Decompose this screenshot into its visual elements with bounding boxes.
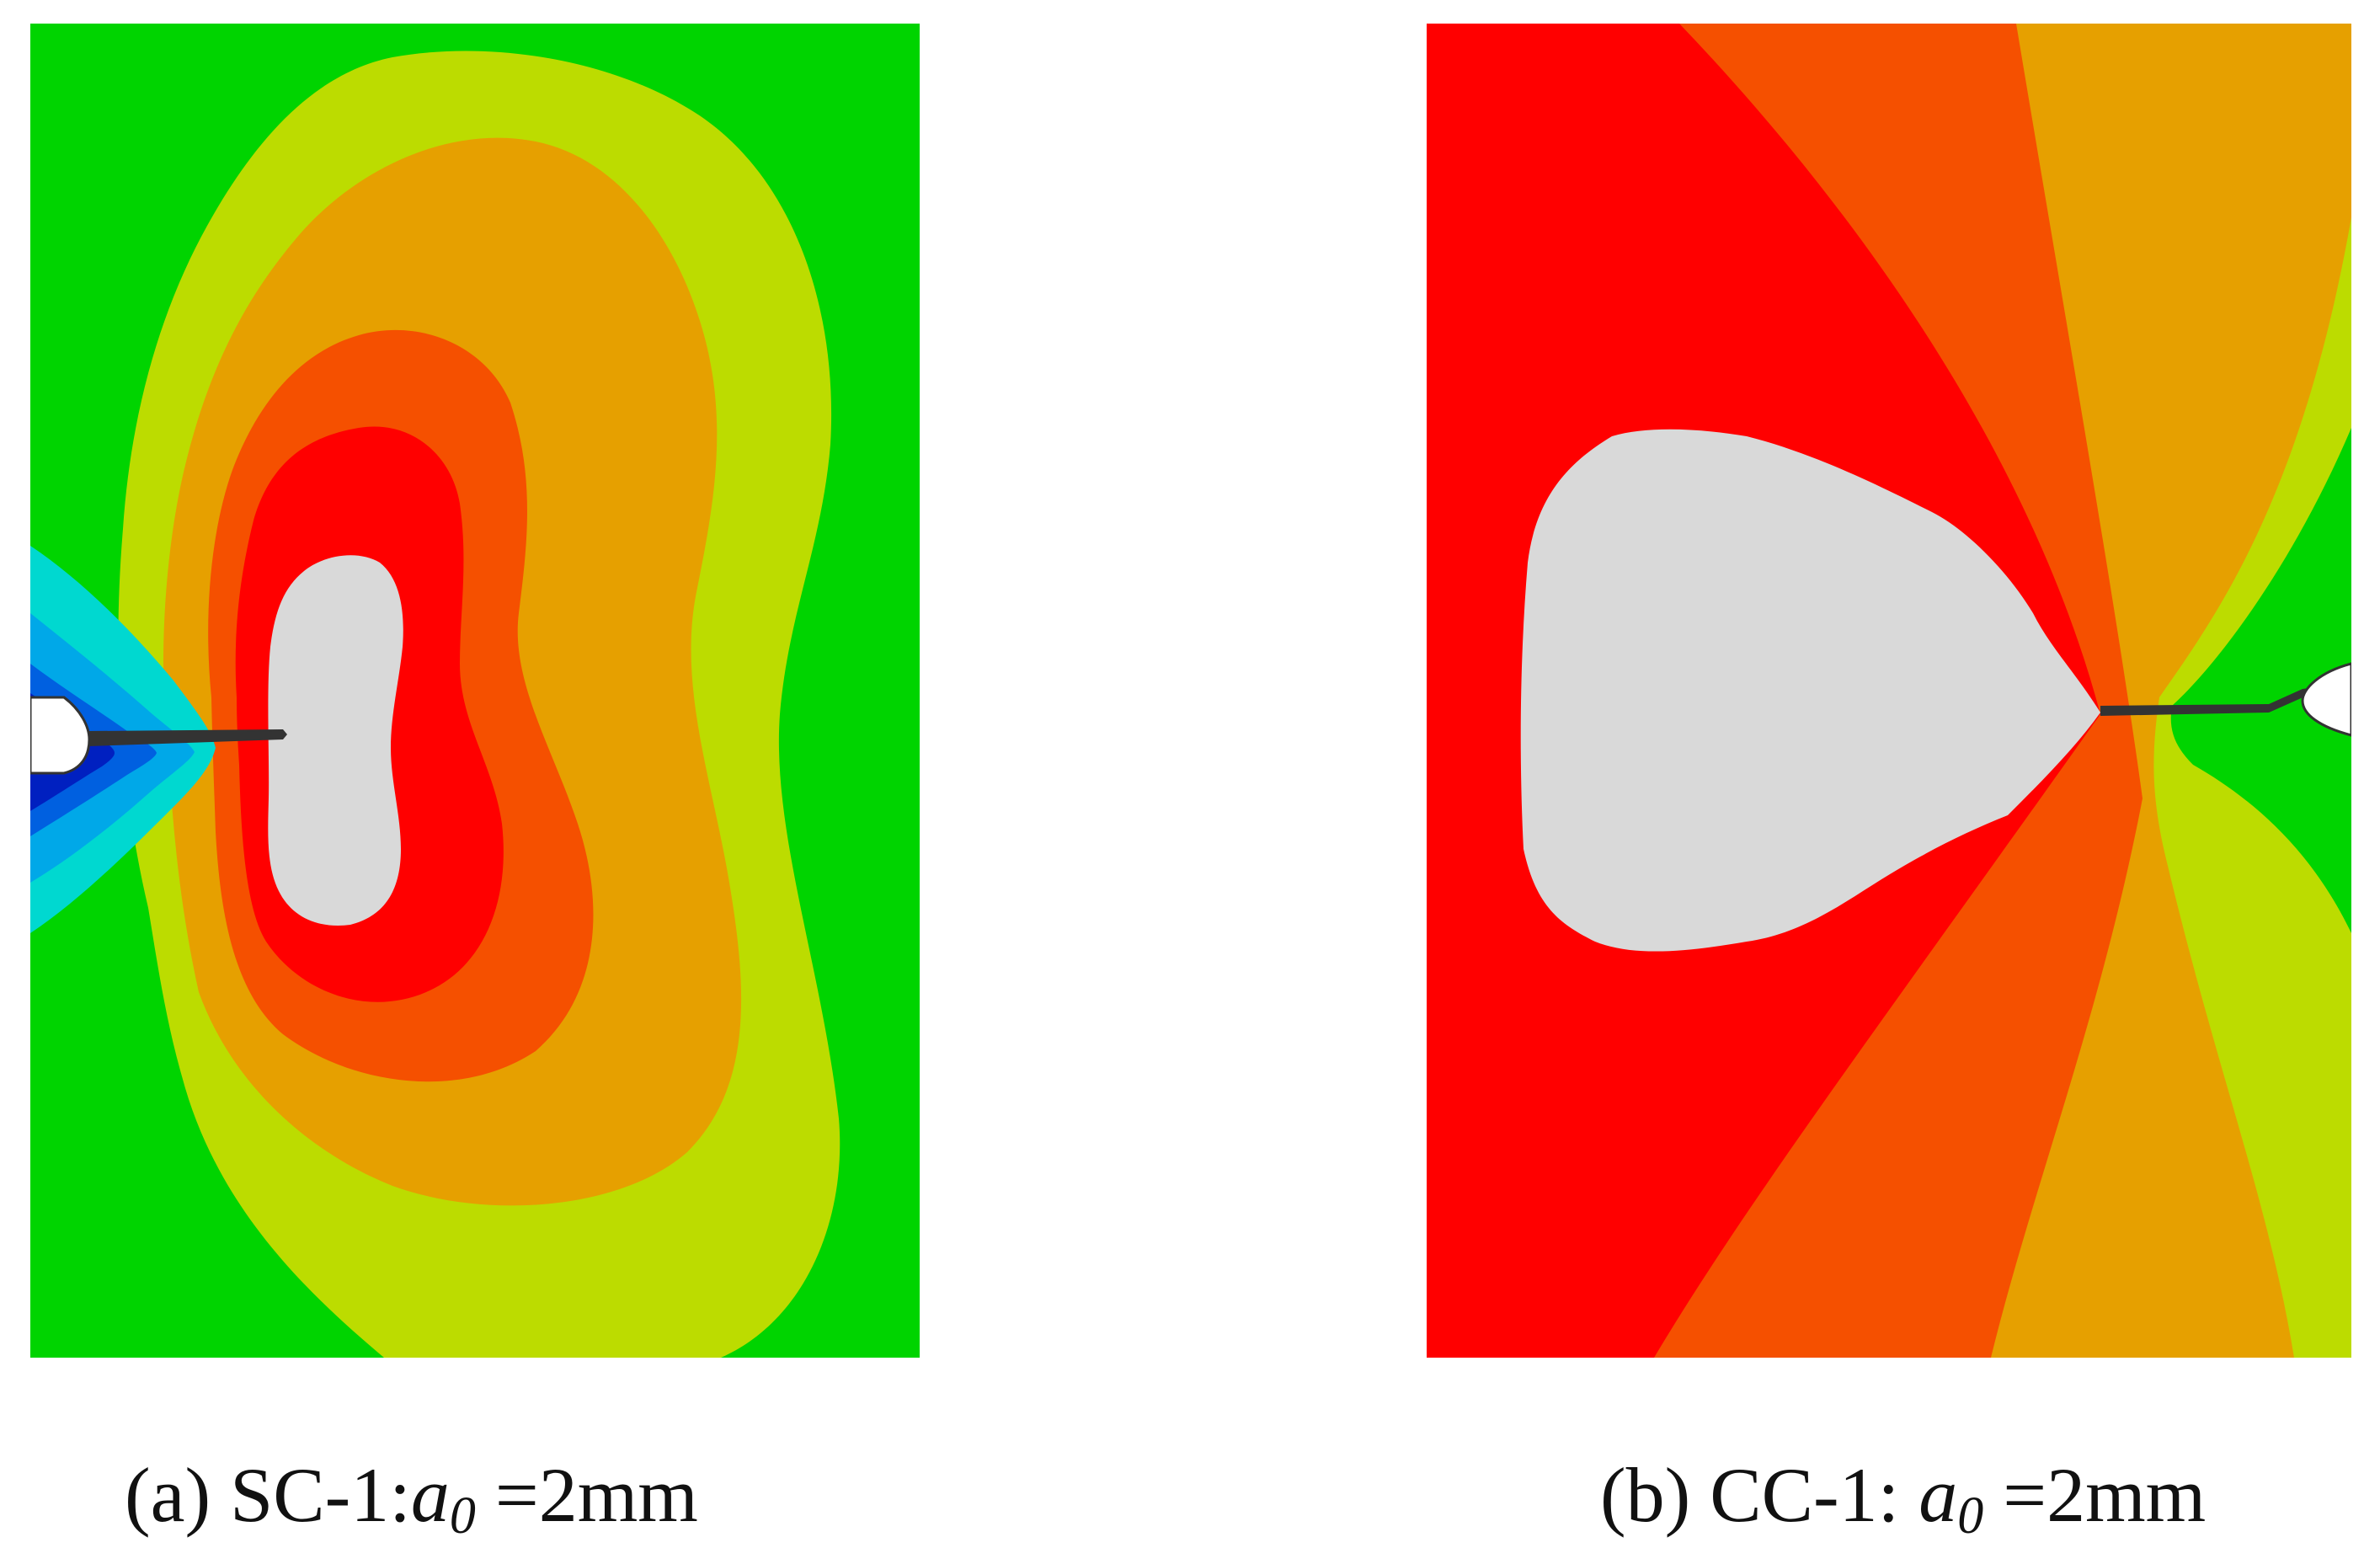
caption-subscript: 0: [1957, 1487, 1984, 1545]
contour-gray-zone: [1520, 429, 2100, 952]
contour-green-band: [2170, 428, 2351, 933]
contour-plot-cc1: [1427, 24, 2351, 1358]
crack-line: [89, 729, 287, 746]
caption-symbol: a: [410, 1452, 450, 1538]
caption-symbol: a: [1918, 1452, 1958, 1538]
contour-gray-zone: [268, 555, 403, 926]
caption-suffix: =2mm: [475, 1452, 698, 1538]
caption-sc1: (a) SC-1:a0 =2mm: [125, 1452, 698, 1545]
caption-subscript: 0: [449, 1487, 476, 1545]
contour-plot-sc1: [30, 24, 920, 1358]
crack-line: [2100, 682, 2351, 716]
caption-suffix: =2mm: [1983, 1452, 2207, 1538]
notch-cutout: [30, 696, 91, 775]
contour-plot-sc1-svg: [30, 24, 920, 1358]
caption-cc1: (b) CC-1: a0 =2mm: [1600, 1452, 2207, 1545]
caption-prefix: (a) SC-1:: [125, 1452, 411, 1538]
contour-plot-cc1-svg: [1427, 24, 2351, 1358]
caption-prefix: (b) CC-1:: [1600, 1452, 1919, 1538]
notch-cutout: [2301, 662, 2351, 737]
